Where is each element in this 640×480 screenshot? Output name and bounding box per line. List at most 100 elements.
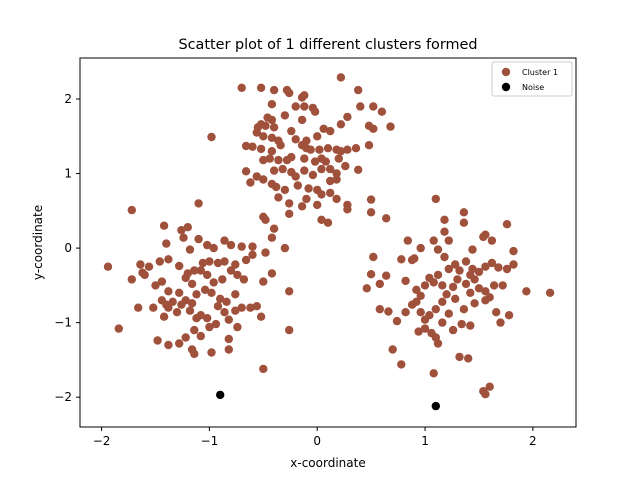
data-point-cluster-1-20 <box>280 111 290 120</box>
data-point-cluster-1-24 <box>261 121 270 130</box>
data-point-cluster-1-161 <box>149 303 158 312</box>
data-point-cluster-1-1 <box>256 83 266 93</box>
data-point-cluster-1-92 <box>317 190 326 199</box>
data-point-cluster-1-40 <box>207 132 216 142</box>
data-point-cluster-1-113 <box>177 226 186 235</box>
data-point-cluster-1-169 <box>200 285 210 294</box>
data-point-cluster-1-234 <box>455 266 464 275</box>
data-point-cluster-1-261 <box>522 287 531 296</box>
legend-label-cluster-1: Cluster 1 <box>522 68 558 77</box>
data-point-cluster-1-37 <box>343 112 352 122</box>
data-point-cluster-1-259 <box>489 281 499 290</box>
data-point-cluster-1-61 <box>300 154 309 163</box>
data-point-cluster-1-257 <box>481 287 490 296</box>
data-point-cluster-1-149 <box>181 273 190 283</box>
points-layer <box>103 73 555 411</box>
data-point-cluster-1-224 <box>362 284 371 293</box>
data-point-cluster-1-233 <box>451 260 460 269</box>
data-point-cluster-1-157 <box>239 275 249 284</box>
data-point-cluster-1-202 <box>190 349 199 359</box>
data-point-cluster-1-8 <box>354 85 363 95</box>
data-point-cluster-1-33 <box>313 132 322 141</box>
data-point-cluster-1-79 <box>332 169 341 178</box>
data-point-cluster-1-56 <box>259 155 268 165</box>
data-point-cluster-1-276 <box>459 305 469 314</box>
data-point-cluster-1-298 <box>481 390 490 399</box>
data-point-cluster-1-226 <box>382 271 391 280</box>
data-point-cluster-1-209 <box>416 243 425 253</box>
data-point-cluster-1-62 <box>310 157 320 166</box>
data-point-cluster-1-90 <box>285 199 294 208</box>
data-point-cluster-1-287 <box>433 339 443 348</box>
data-point-cluster-1-252 <box>453 275 462 284</box>
data-point-cluster-1-151 <box>196 266 205 275</box>
data-point-noise-1 <box>431 401 440 411</box>
data-point-cluster-1-36 <box>336 120 346 129</box>
data-point-cluster-1-238 <box>481 262 490 271</box>
data-point-cluster-1-137 <box>220 257 229 266</box>
data-point-cluster-1-64 <box>321 157 330 166</box>
data-point-cluster-1-70 <box>259 175 268 184</box>
data-point-cluster-1-299 <box>485 382 494 391</box>
data-point-cluster-1-171 <box>216 294 225 303</box>
legend-marker-noise <box>501 82 511 92</box>
data-point-cluster-1-174 <box>237 303 246 312</box>
data-point-cluster-1-215 <box>459 218 469 227</box>
data-point-cluster-1-41 <box>241 141 251 151</box>
data-point-cluster-1-191 <box>175 339 184 348</box>
data-point-cluster-1-112 <box>159 221 169 230</box>
data-point-cluster-1-96 <box>343 205 352 214</box>
data-point-cluster-1-292 <box>388 345 397 354</box>
data-point-cluster-1-76 <box>308 170 318 180</box>
data-point-cluster-1-35 <box>326 126 335 136</box>
data-point-cluster-1-148 <box>164 287 173 296</box>
chart-title: Scatter plot of 1 different clusters for… <box>178 37 477 53</box>
data-point-cluster-1-131 <box>175 261 184 271</box>
data-point-cluster-1-117 <box>220 236 229 245</box>
data-point-cluster-1-264 <box>384 307 393 316</box>
data-point-cluster-1-110 <box>127 205 136 215</box>
data-point-cluster-1-160 <box>134 303 143 312</box>
x-tick-label: 1 <box>421 434 429 448</box>
data-point-cluster-1-248 <box>433 270 443 280</box>
data-point-cluster-1-65 <box>334 154 343 163</box>
data-point-cluster-1-16 <box>377 107 387 116</box>
data-point-cluster-1-19 <box>267 115 277 125</box>
data-point-cluster-1-13 <box>310 107 320 116</box>
x-tick-label: 2 <box>529 434 537 448</box>
data-point-cluster-1-138 <box>231 260 240 269</box>
data-point-cluster-1-100 <box>317 215 326 224</box>
data-point-cluster-1-237 <box>474 267 484 277</box>
data-point-cluster-1-69 <box>252 172 261 181</box>
data-point-cluster-1-284 <box>420 324 430 333</box>
data-point-cluster-1-54 <box>364 141 374 150</box>
data-point-cluster-1-283 <box>414 327 423 336</box>
data-point-cluster-1-195 <box>205 322 214 332</box>
data-point-cluster-1-53 <box>343 145 352 154</box>
data-point-cluster-1-225 <box>375 279 384 289</box>
y-tick-label: 0 <box>64 241 72 255</box>
data-point-cluster-1-104 <box>269 224 279 233</box>
data-point-cluster-1-116 <box>194 234 203 244</box>
y-tick-label: 2 <box>64 92 72 106</box>
data-point-cluster-1-130 <box>164 255 173 264</box>
data-point-cluster-1-154 <box>218 275 227 284</box>
data-point-cluster-1-152 <box>203 270 212 280</box>
data-point-cluster-1-266 <box>401 308 410 317</box>
data-point-cluster-1-279 <box>481 296 490 305</box>
data-point-cluster-1-140 <box>248 250 257 259</box>
data-point-cluster-1-128 <box>144 262 154 271</box>
data-point-cluster-1-115 <box>179 233 188 242</box>
data-point-cluster-1-77 <box>317 164 326 174</box>
data-point-cluster-1-211 <box>440 215 449 224</box>
data-point-cluster-1-2 <box>269 85 279 95</box>
data-point-cluster-1-144 <box>140 270 149 280</box>
data-point-cluster-1-88 <box>246 178 255 187</box>
data-point-cluster-1-103 <box>261 215 270 224</box>
data-point-cluster-1-278 <box>470 299 479 308</box>
data-point-cluster-1-55 <box>351 144 361 153</box>
data-point-cluster-1-241 <box>502 264 512 274</box>
data-point-cluster-1-27 <box>252 128 261 137</box>
data-point-cluster-1-190 <box>164 340 173 350</box>
data-point-cluster-1-208 <box>403 236 412 245</box>
